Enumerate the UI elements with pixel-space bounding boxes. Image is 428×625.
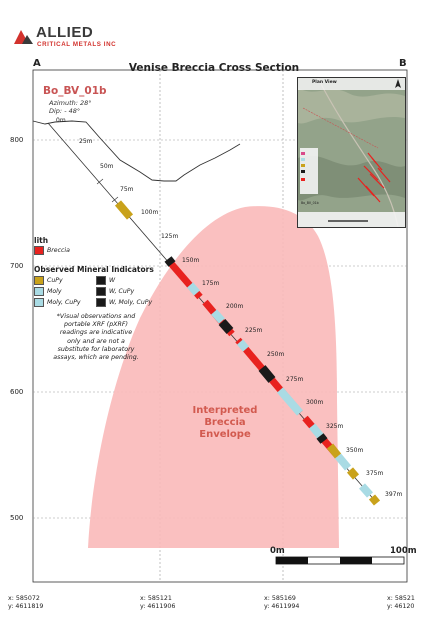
topography-line: [32, 120, 241, 182]
depth-label: 200m: [226, 303, 244, 310]
elevation-label: 500: [10, 514, 24, 522]
legend-item-moly: Moly: [34, 287, 96, 296]
depth-label: 250m: [267, 351, 285, 358]
coord-label: x: 58521 y: 46120: [387, 595, 415, 610]
elevation-label: 800: [10, 136, 24, 144]
scale-end-label: 100m: [390, 546, 417, 556]
coord-label: x: 585169 y: 4611994: [264, 595, 300, 610]
lith-legend-title: lith: [34, 236, 49, 245]
logo-mark-icon: [14, 30, 33, 44]
hole-dip: Dip: - 48°: [49, 107, 81, 115]
depth-label: 50m: [100, 163, 114, 170]
hole-azimuth: Azimuth: 28°: [49, 99, 92, 107]
depth-label: 25m: [79, 138, 93, 145]
mineral-legend-grid: CuPy W Moly W, CuPy Moly, CuPy W, Moly, …: [34, 276, 169, 307]
depth-label: 397m: [385, 491, 403, 498]
breccia-swatch: [34, 246, 44, 255]
hole-id: Bo_BV_01b: [43, 85, 107, 97]
section-title: Venise Breccia Cross Section: [128, 62, 300, 74]
mineral-legend-title: Observed Mineral Indicators: [34, 265, 154, 274]
legend-item-w: W: [96, 276, 166, 285]
legend-item-w-moly-cupy: W, Moly, CuPy: [96, 298, 166, 307]
depth-label: 325m: [326, 423, 344, 430]
disclaimer-note: *Visual observations and portable XRF (p…: [53, 313, 139, 362]
depth-label: 300m: [306, 399, 324, 406]
depth-label: 150m: [182, 257, 200, 264]
legend: lith Breccia Observed Mineral Indicators…: [34, 236, 169, 307]
depth-label: 350m: [346, 447, 364, 454]
scale-start-label: 0m: [270, 546, 285, 556]
north-arrow-icon: [395, 79, 401, 88]
inset-title: Plan View: [312, 80, 337, 85]
moly-intervals: [186, 282, 373, 498]
depth-label: 75m: [120, 186, 134, 193]
logo-name: ALLIED: [36, 24, 94, 41]
breccia-envelope: [88, 206, 339, 548]
plan-view-inset: Plan View Bo_BV_01b: [297, 77, 406, 228]
depth-label: 0m: [56, 117, 66, 124]
map-frame: [32, 69, 408, 583]
inset-map-graphic: [298, 78, 405, 227]
depth-label: 225m: [245, 327, 263, 334]
elevation-label: 600: [10, 388, 24, 396]
w-intervals: [164, 256, 328, 444]
inset-legend-label: Bo_BV_01b: [301, 201, 319, 205]
section-corner-right: B: [399, 58, 407, 69]
logo-subtitle: CRITICAL METALS INC: [37, 41, 117, 48]
coord-label: x: 585121 y: 4611906: [140, 595, 176, 610]
depth-label: 175m: [202, 280, 220, 287]
cupy-intervals: [114, 200, 381, 506]
scale-bar: [275, 556, 405, 565]
company-logo: ALLIED CRITICAL METALS INC: [12, 24, 152, 50]
depth-label: 125m: [161, 233, 179, 240]
legend-item-cupy: CuPy: [34, 276, 96, 285]
legend-item-breccia: Breccia: [34, 246, 169, 255]
depth-label: 275m: [286, 376, 304, 383]
depth-label: 100m: [141, 209, 159, 216]
elevation-label: 700: [10, 262, 24, 270]
legend-item-w-cupy: W, CuPy: [96, 287, 166, 296]
section-corner-left: A: [33, 58, 41, 69]
legend-item-moly-cupy: Moly, CuPy: [34, 298, 96, 307]
depth-label: 375m: [366, 470, 384, 477]
depth-ticks: [96, 178, 119, 203]
coord-label: x: 585072 y: 4611819: [8, 595, 44, 610]
envelope-label: Interpreted Breccia Envelope: [192, 405, 258, 440]
